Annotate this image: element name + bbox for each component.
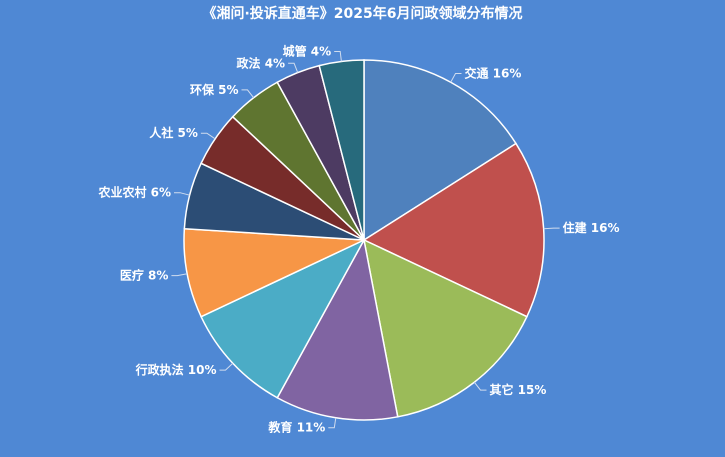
leader-line-medical <box>171 273 188 277</box>
pie-slice-medical <box>183 227 365 318</box>
data-label-city-management: 城管 4% <box>283 44 332 59</box>
leader-line-traffic <box>450 73 462 83</box>
data-label-other: 其它 15% <box>490 382 547 397</box>
data-label-law-enforcement: 行政执法 10% <box>135 362 217 377</box>
chart-title: 《湘问·投诉直通车》2025年6月问政领域分布情况 <box>202 6 523 22</box>
pie-slice-law-enforcement <box>200 238 366 399</box>
data-label-politics-law: 政法 4% <box>237 55 286 70</box>
leader-line-law-enforcement <box>219 362 234 371</box>
pie-slice-education <box>276 237 399 421</box>
data-label-medical: 医疗 8% <box>120 268 169 283</box>
leader-line-housing <box>543 227 560 230</box>
data-label-environment: 环保 5% <box>190 82 239 97</box>
leader-line-environment <box>241 89 255 99</box>
data-label-housing: 住建 16% <box>563 220 620 235</box>
leader-line-politics-law <box>288 62 299 73</box>
leader-line-hr-social <box>200 132 216 140</box>
data-label-agriculture: 农业农村 6% <box>97 185 171 200</box>
pie-slice-traffic <box>363 59 518 242</box>
leader-line-other <box>473 381 487 391</box>
pie-slice-city-management <box>318 59 365 241</box>
pie-slice-housing <box>362 142 545 318</box>
leader-line-city-management <box>334 51 342 62</box>
leader-line-education <box>328 417 337 429</box>
data-label-traffic: 交通 16% <box>465 66 522 81</box>
data-label-hr-social: 人社 5% <box>149 125 198 140</box>
data-label-education: 教育 11% <box>267 420 325 435</box>
leader-line-agriculture <box>174 192 190 196</box>
